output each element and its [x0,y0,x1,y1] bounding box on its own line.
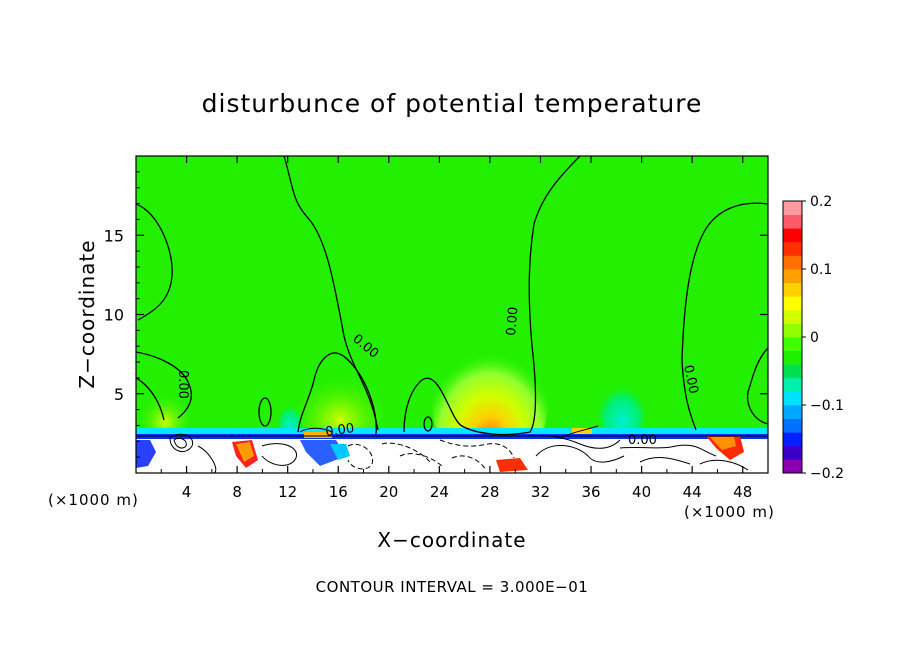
x-tick-label: 16 [329,483,348,501]
colorbar-swatch [783,214,802,229]
cool-anomaly [598,376,646,440]
colorbar-swatch [783,228,802,243]
x-axis-label: X−coordinate [377,528,526,552]
surface-contour-line [451,455,487,471]
colorbar-swatch [783,432,802,447]
zero-contour-line [297,352,377,435]
surface-contour-line [535,444,625,463]
y-tick-label: 5 [114,385,124,404]
x-tick-label: 44 [683,483,702,501]
colorbar-tick-label: −0.2 [810,466,844,482]
zero-contour-line [283,156,379,431]
x-tick-label: 36 [581,483,600,501]
cool-anomaly-2 [278,400,302,436]
colorbar-swatch [783,241,802,256]
colorbar-tick-label: 0.2 [810,194,832,210]
zero-contour-line [136,203,173,321]
zero-contour-line [746,347,768,425]
colorbar-swatch [783,391,802,406]
orange-patch [236,442,254,462]
x-tick-label: 40 [632,483,651,501]
contour-label: 0.00 [324,421,355,440]
zero-contour-loop [258,397,272,427]
x-tick-label: 24 [430,483,449,501]
surface-contour-line [197,445,217,473]
colorbar-swatch [783,405,802,419]
cyan-patch [330,444,350,460]
surface-contour-line [381,442,431,463]
surface-contour-line [559,425,599,439]
colorbar-swatch [783,255,802,270]
contour-label: 0.00 [175,370,190,399]
surface-contour-line [173,437,187,449]
chart-title: disturbunce of potential temperature [202,89,703,118]
colorbar-tick-label: 0 [810,330,819,346]
y-tick-label: 15 [104,226,124,245]
x-tick-label: 4 [182,483,192,501]
zero-contours [136,156,768,436]
colorbar-swatch [783,364,802,379]
surface-contour-line [699,459,749,471]
x-tick-label: 32 [531,483,550,501]
colorbar-swatch [783,282,802,297]
contour-label: 0.00 [680,364,701,395]
surface-contour-line [347,444,374,470]
zero-contour-line [136,351,192,419]
surface-contour-line [169,433,194,453]
y-tick-label: 10 [104,306,124,325]
colorbar-swatch [783,459,802,474]
x-tick-label: 28 [480,483,499,501]
contour-interval-footer: CONTOUR INTERVAL = 3.000E−01 [316,578,589,596]
surface-layer-cyan [136,428,768,436]
colorbar-swatch [783,309,802,324]
surface-contour-line [261,443,297,466]
surface-contour-line [299,427,333,433]
x-tick-label: 8 [232,483,242,501]
colorbar-swatch [783,201,802,215]
contour-label: 0.00 [504,306,521,336]
colorbar-swatch [783,296,802,311]
colorbar-tick-label: −0.1 [810,398,844,414]
contour-labels: 0.00 0.00 0.00 0.00 0.00 0.00 [175,306,701,448]
colorbar-tick-label: 0.1 [810,262,832,278]
zero-contour-line [403,156,581,436]
surface-contour-line [619,444,717,457]
weak-warm-anomaly-2 [140,387,190,437]
x-axis-unit-right: (×1000 m) [684,503,775,521]
colorbar-swatch [783,337,802,351]
surface-contour-line [399,453,445,469]
x-tick-label: 48 [733,483,752,501]
orange-patch-2 [710,437,736,450]
y-axis: 5 10 15 [104,171,768,458]
x-tick-label: 20 [379,483,398,501]
colorbar: 0.2 0.1 0 −0.1 −0.2 [782,194,844,482]
colorbar-swatch [783,323,802,338]
colorbar-swatch [783,418,802,433]
blue-patch [136,440,156,468]
surface-contours [136,425,768,473]
zero-contour-line [681,202,768,431]
zero-contour-line [136,377,165,421]
x-tick-label: 12 [278,483,297,501]
colorbar-swatch [783,445,802,460]
plot-area: 0.00 0.00 0.00 0.00 0.00 0.00 [135,155,769,474]
contour-label: 0.00 [628,433,657,448]
x-axis: 4 8 12 16 20 24 28 32 36 40 44 48 [160,156,752,501]
red-patch-2 [496,458,528,472]
surface-contour-line [639,457,691,465]
colorbar-swatch [783,269,802,283]
zero-contour-loop [423,416,433,432]
colorbar-swatch [783,350,802,365]
x-axis-unit-left: (×1000 m) [48,491,139,509]
surface-contour-line [439,439,515,459]
y-axis-label: Z−coordinate [75,239,99,388]
colorbar-swatch [783,377,802,392]
